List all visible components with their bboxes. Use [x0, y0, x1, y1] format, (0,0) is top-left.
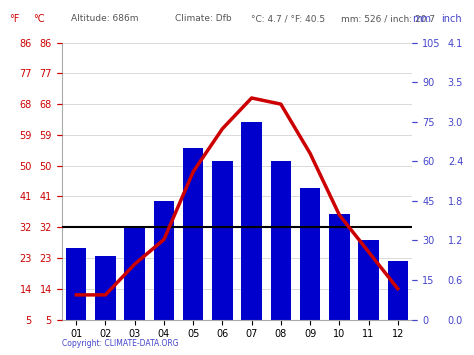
Text: Altitude: 686m: Altitude: 686m — [71, 14, 138, 23]
Text: mm: 526 / inch: 20.7: mm: 526 / inch: 20.7 — [341, 14, 435, 23]
Bar — [241, 122, 262, 320]
Bar — [388, 262, 408, 320]
Bar — [125, 227, 145, 320]
Bar — [271, 161, 291, 320]
Bar — [154, 201, 174, 320]
Bar — [183, 148, 203, 320]
Bar — [66, 248, 86, 320]
Bar — [212, 161, 233, 320]
Bar — [300, 188, 320, 320]
Bar — [358, 240, 379, 320]
Text: Copyright: CLIMATE-DATA.ORG: Copyright: CLIMATE-DATA.ORG — [62, 339, 178, 348]
Text: mm: mm — [412, 14, 431, 24]
Text: inch: inch — [441, 14, 462, 24]
Bar — [95, 256, 116, 320]
Text: °F: °F — [9, 14, 20, 24]
Text: Climate: Dfb: Climate: Dfb — [175, 14, 232, 23]
Text: °C: 4.7 / °F: 40.5: °C: 4.7 / °F: 40.5 — [251, 14, 325, 23]
Bar — [329, 214, 349, 320]
Text: °C: °C — [33, 14, 45, 24]
